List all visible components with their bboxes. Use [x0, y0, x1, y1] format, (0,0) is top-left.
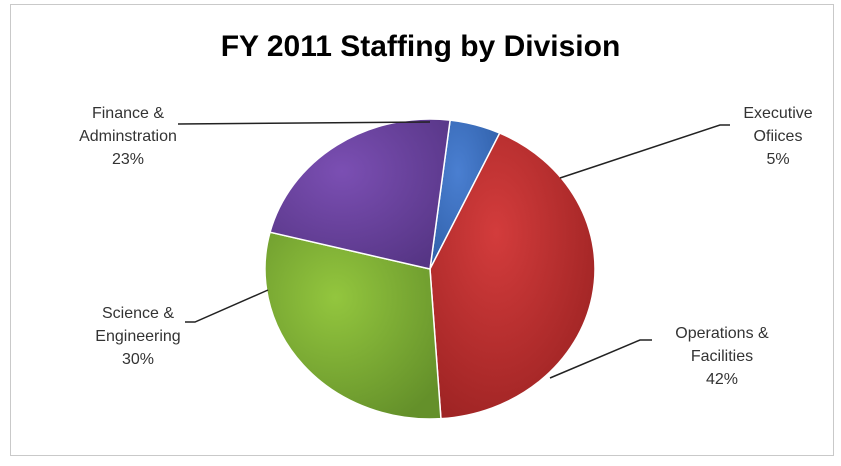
leader-lines — [177, 121, 730, 379]
slice-label: Finance & Adminstration 23% — [79, 105, 177, 168]
pie-slice-operations-facilities — [429, 132, 596, 420]
pie-slices — [264, 118, 596, 420]
slice-label-line: Finance & — [92, 105, 164, 122]
chart-title: FY 2011 Staffing by Division — [220, 30, 621, 63]
slice-label-line: Operations & — [675, 325, 769, 342]
slice-label-line: Adminstration — [79, 128, 177, 145]
slice-label-line: Engineering — [95, 328, 180, 345]
slice-label-line: 42% — [706, 371, 738, 388]
slice-label: Operations & Facilities 42% — [675, 325, 769, 388]
leader-line — [177, 121, 431, 125]
slice-label-line: Ofiices — [754, 128, 803, 145]
pie-slice-finance-adminstration — [269, 118, 451, 270]
slice-label-line: Executive — [743, 105, 812, 122]
leader-line — [185, 289, 269, 323]
leader-line — [549, 339, 652, 379]
slice-label-line: Science & — [102, 305, 174, 322]
slice-label-line: 30% — [122, 351, 154, 368]
pie-slice-science-engineering — [264, 231, 442, 420]
slice-label-line: 23% — [112, 151, 144, 168]
slice-label-line: 5% — [766, 151, 789, 168]
slice-label: Executive Ofiices 5% — [743, 105, 812, 168]
slice-labels: Executive Ofiices 5% Operations & Facilities… — [79, 105, 813, 388]
slice-label-line: Facilities — [691, 348, 753, 365]
leader-line — [559, 124, 730, 179]
slice-label: Science & Engineering 30% — [95, 305, 180, 368]
